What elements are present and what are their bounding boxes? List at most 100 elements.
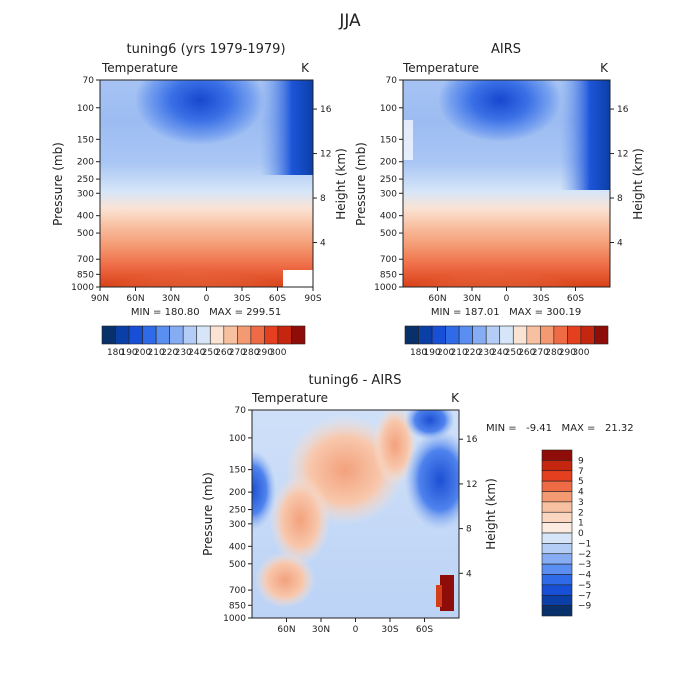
- pressure-tick-label: 200: [229, 488, 246, 498]
- colorbar-label: 200: [437, 348, 454, 358]
- min-max-stats: MIN = -9.41 MAX = 21.32: [486, 423, 634, 434]
- colorbar-label: 250: [505, 348, 522, 358]
- pressure-tick-label: 70: [235, 406, 247, 416]
- colorbar-swatch: [472, 325, 487, 345]
- colorbar-swatch: [567, 325, 582, 345]
- colorbar-swatch: [541, 594, 573, 606]
- colorbar-label: 230: [175, 348, 192, 358]
- colorbar-label: 280: [242, 348, 259, 358]
- pressure-tick-label: 400: [77, 212, 94, 222]
- pressure-tick-label: 1000: [71, 283, 94, 293]
- colorbar-label: 9: [578, 456, 584, 466]
- panel-difference: tuning6 - AIRS Temperature K 70100150200…: [201, 373, 634, 635]
- pressure-tick-label: 70: [386, 76, 398, 86]
- colorbar-label: 190: [120, 348, 137, 358]
- colorbar-swatch: [541, 543, 573, 555]
- colorbar-swatch: [431, 325, 446, 345]
- height-tick-label: 16: [466, 435, 478, 445]
- colorbar-swatch: [277, 325, 292, 345]
- pressure-tick-label: 500: [77, 229, 94, 239]
- pressure-tick-label: 300: [380, 189, 397, 199]
- colorbar-swatch: [499, 325, 514, 345]
- colorbar-swatch: [115, 325, 130, 345]
- colorbar-swatch: [541, 532, 573, 544]
- height-ticks: 16 12 8 4: [610, 105, 629, 249]
- colorbar-swatch: [541, 584, 573, 596]
- colorbar-label: 2: [578, 508, 584, 518]
- pressure-tick-label: 250: [77, 175, 94, 185]
- latitude-tick-label: 90N: [91, 294, 109, 304]
- pressure-tick-label: 400: [380, 212, 397, 222]
- colorbar-label: 200: [134, 348, 151, 358]
- pressure-tick-label: 250: [380, 175, 397, 185]
- colorbar-swatch: [223, 325, 238, 345]
- pressure-tick-label: 100: [77, 104, 94, 114]
- colorbar-swatch: [418, 325, 433, 345]
- latitude-tick-label: 0: [504, 294, 510, 304]
- colorbar-label: −2: [578, 550, 591, 560]
- colorbar-swatch: [541, 480, 573, 492]
- pressure-tick-label: 70: [83, 76, 95, 86]
- colorbar-swatch: [182, 325, 198, 345]
- colorbar-label: 300: [572, 348, 589, 358]
- colorbar-label: 3: [578, 498, 584, 508]
- height-tick-label: 16: [617, 105, 629, 115]
- colorbar-swatch: [541, 563, 573, 575]
- y2-axis-label: Height (km): [334, 148, 348, 219]
- pressure-ticks: 70 100 150 200 250 300 400 500 700 850 1000: [223, 406, 252, 624]
- pressure-tick-label: 150: [380, 135, 397, 145]
- colorbar-label: 300: [269, 348, 286, 358]
- temperature-field: [100, 80, 313, 287]
- colorbar-swatch: [237, 325, 252, 345]
- colorbar-label: 240: [188, 348, 205, 358]
- pressure-tick-label: 100: [229, 434, 246, 444]
- colorbar-swatch: [291, 325, 306, 345]
- colorbar-swatch: [541, 522, 573, 534]
- panel-title: AIRS: [491, 42, 521, 57]
- colorbar-label: 240: [491, 348, 508, 358]
- pressure-tick-label: 300: [229, 520, 246, 530]
- pressure-tick-label: 150: [77, 135, 94, 145]
- height-tick-label: 4: [320, 239, 326, 249]
- colorbar-label: 190: [423, 348, 440, 358]
- colorbar-label: 180: [107, 348, 124, 358]
- pressure-tick-label: 850: [77, 270, 94, 280]
- temperature-field: [403, 80, 610, 287]
- colorbar-swatch: [540, 325, 555, 345]
- colorbar-swatch: [169, 325, 184, 345]
- pressure-tick-label: 700: [380, 255, 397, 265]
- pressure-tick-label: 300: [77, 189, 94, 199]
- latitude-tick-label: 30N: [312, 625, 330, 635]
- pressure-tick-label: 400: [229, 542, 246, 552]
- colorbar-label: −1: [578, 539, 591, 549]
- latitude-tick-label: 0: [353, 625, 359, 635]
- colorbar-swatch: [541, 491, 573, 503]
- colorbar-swatch: [404, 325, 419, 345]
- pressure-tick-label: 250: [229, 506, 246, 516]
- colorbar-label: 180: [410, 348, 427, 358]
- colorbar-swatch: [445, 325, 460, 345]
- pressure-tick-label: 200: [380, 158, 397, 168]
- pressure-tick-label: 500: [229, 560, 246, 570]
- variable-label: Temperature: [251, 391, 328, 405]
- colorbar-label: 260: [518, 348, 535, 358]
- latitude-tick-label: 0: [204, 294, 210, 304]
- latitude-ticks: 60N 30N 0 30S 60S: [428, 287, 584, 304]
- latitude-tick-label: 60S: [269, 294, 286, 304]
- panel-title: tuning6 - AIRS: [309, 373, 402, 388]
- latitude-tick-label: 30N: [162, 294, 180, 304]
- colorbar-swatch: [526, 325, 541, 345]
- colorbar-label: 280: [545, 348, 562, 358]
- colorbar-label: 290: [256, 348, 273, 358]
- height-tick-label: 12: [617, 150, 628, 160]
- latitude-tick-label: 60N: [428, 294, 446, 304]
- colorbar-swatch: [541, 553, 573, 565]
- colorbar-label: 220: [464, 348, 481, 358]
- colorbar-label: 210: [148, 348, 165, 358]
- colorbar-label: −9: [578, 602, 592, 612]
- latitude-ticks: 60N 30N 0 30S 60S: [277, 618, 433, 635]
- colorbar-label: −3: [578, 560, 591, 570]
- colorbar-label: −7: [578, 591, 591, 601]
